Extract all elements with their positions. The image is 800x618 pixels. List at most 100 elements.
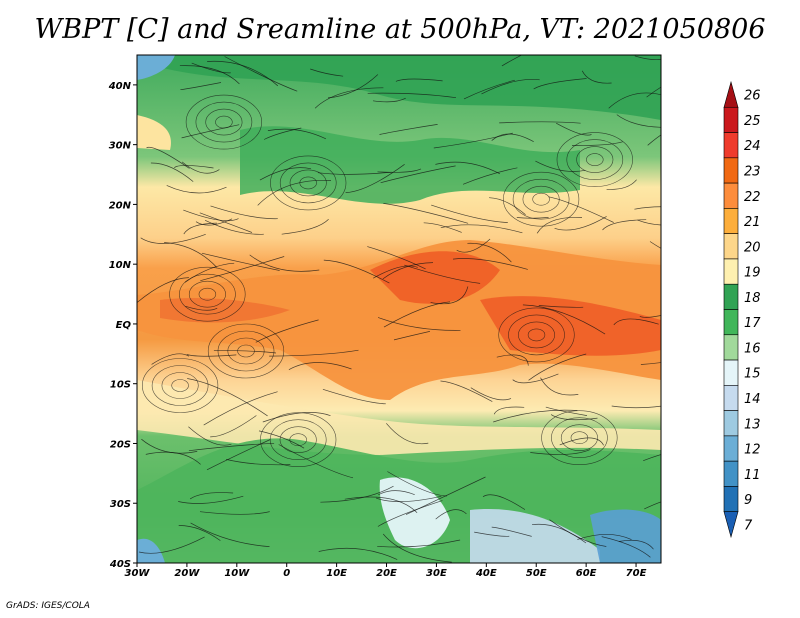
streamline-vortex: [289, 433, 307, 447]
colorbar-label: 11: [744, 468, 761, 483]
streamline: [187, 378, 268, 417]
colorbar-swatch: [723, 385, 739, 411]
colorbar-swatch: [723, 309, 739, 336]
streamline: [377, 317, 461, 331]
streamline: [489, 197, 526, 215]
streamline: [395, 78, 443, 82]
streamline: [616, 114, 661, 128]
colorbar-swatch: [723, 486, 739, 513]
streamline: [150, 162, 194, 182]
streamline-vortex: [205, 108, 243, 136]
streamline: [267, 128, 327, 140]
streamline: [204, 219, 264, 235]
wbpt-tropical-orange: [137, 240, 661, 400]
colorbar-swatch: [723, 359, 739, 386]
streamline: [201, 252, 280, 271]
streamline-vortex: [207, 323, 285, 379]
streamline: [323, 259, 390, 284]
lon-tick-label: 20W: [174, 568, 200, 579]
longitude-axis: 30W 20W 10W 0 10E 20E 30E 40E 50E 60E 70E: [125, 563, 647, 579]
streamline-vortex: [551, 417, 608, 459]
wbpt-field: [137, 55, 661, 563]
streamline: [372, 97, 406, 103]
streamline: [188, 426, 232, 446]
streamline: [601, 536, 651, 558]
lat-tick-label: 20S: [110, 439, 131, 450]
streamline: [548, 196, 614, 223]
lat-tick-label: 10S: [110, 380, 131, 391]
streamline-vortex: [270, 155, 347, 211]
streamline: [440, 380, 493, 402]
wbpt-south-pale-1: [379, 477, 450, 549]
streamline: [393, 331, 430, 341]
streamline: [463, 79, 515, 100]
colorbar-label: 23: [744, 164, 761, 179]
streamline-vortex: [522, 185, 560, 213]
streamline: [462, 167, 518, 185]
streamline: [178, 495, 244, 504]
streamline-vortex: [289, 169, 327, 197]
colorbar-label: 26: [744, 89, 761, 104]
streamline: [577, 533, 632, 540]
streamline: [137, 277, 189, 303]
colorbar-swatch: [723, 233, 739, 260]
streamline: [639, 315, 661, 318]
colorbar-swatch: [723, 182, 739, 209]
streamline: [141, 438, 198, 454]
streamline: [535, 160, 586, 172]
streamline: [185, 305, 218, 311]
streamline: [606, 179, 637, 190]
lat-tick-label: EQ: [116, 320, 132, 331]
streamline: [556, 122, 592, 136]
lon-tick-label: 50E: [526, 568, 547, 579]
map-title: WBPT [C] and Sreamline at 500hPa, VT: 20…: [35, 14, 766, 45]
streamline: [318, 547, 398, 560]
streamline-vortex: [279, 426, 317, 454]
colorbar-swatch: [723, 258, 739, 285]
streamline: [493, 406, 525, 415]
streamline: [545, 406, 588, 416]
streamline: [528, 353, 587, 381]
streamline: [179, 65, 240, 85]
colorbar-label: 16: [744, 341, 761, 356]
streamline: [493, 409, 578, 423]
streamline: [327, 74, 379, 99]
streamline: [512, 373, 559, 384]
streamline: [380, 165, 456, 184]
streamline: [383, 301, 451, 328]
colorbar-swatch: [723, 410, 739, 437]
streamline: [456, 238, 491, 253]
streamline: [640, 362, 661, 365]
streamline: [637, 219, 661, 226]
streamline: [540, 377, 579, 396]
colorbar-top-arrow: [723, 80, 739, 108]
streamline-vortex: [299, 176, 317, 190]
streamline-vortex: [188, 280, 226, 308]
streamline: [646, 86, 661, 98]
colorbar: 26 25 24 23 22 21 20 19 18 17 16 15 14 13 12 11 9 7: [723, 80, 761, 539]
streamline: [140, 233, 206, 244]
streamline-vortex: [512, 178, 570, 220]
streamline: [435, 509, 467, 520]
streamline: [496, 354, 529, 366]
streamline: [151, 353, 190, 365]
colorbar-swatch: [723, 208, 739, 234]
streamline: [530, 449, 591, 455]
streamline: [367, 246, 426, 270]
streamline-vortex: [161, 372, 199, 399]
streamline-vortex: [570, 431, 589, 445]
map-frame: [136, 54, 662, 564]
streamline: [491, 526, 532, 537]
streamline-vortex: [566, 139, 624, 180]
colorbar-label: 15: [744, 367, 761, 382]
colorbar-swatch: [723, 283, 739, 310]
streamline: [474, 531, 510, 537]
colorbar-label: 20: [744, 240, 761, 255]
streamline: [602, 219, 647, 231]
wbpt-se-blue: [590, 509, 661, 563]
lon-tick-label: 20E: [376, 568, 397, 579]
lon-tick-label: 40E: [475, 568, 497, 579]
streamline: [367, 92, 457, 99]
streamline-vortex: [576, 146, 614, 173]
